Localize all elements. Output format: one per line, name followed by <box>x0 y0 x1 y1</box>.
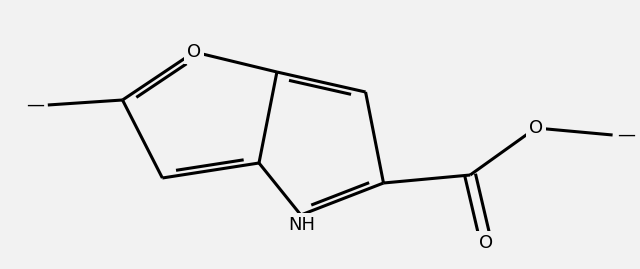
Text: O: O <box>187 43 202 61</box>
Text: O: O <box>479 234 493 252</box>
Text: NH: NH <box>288 216 316 234</box>
Text: O: O <box>529 119 543 137</box>
Text: —: — <box>618 126 636 144</box>
Text: —: — <box>26 96 44 114</box>
